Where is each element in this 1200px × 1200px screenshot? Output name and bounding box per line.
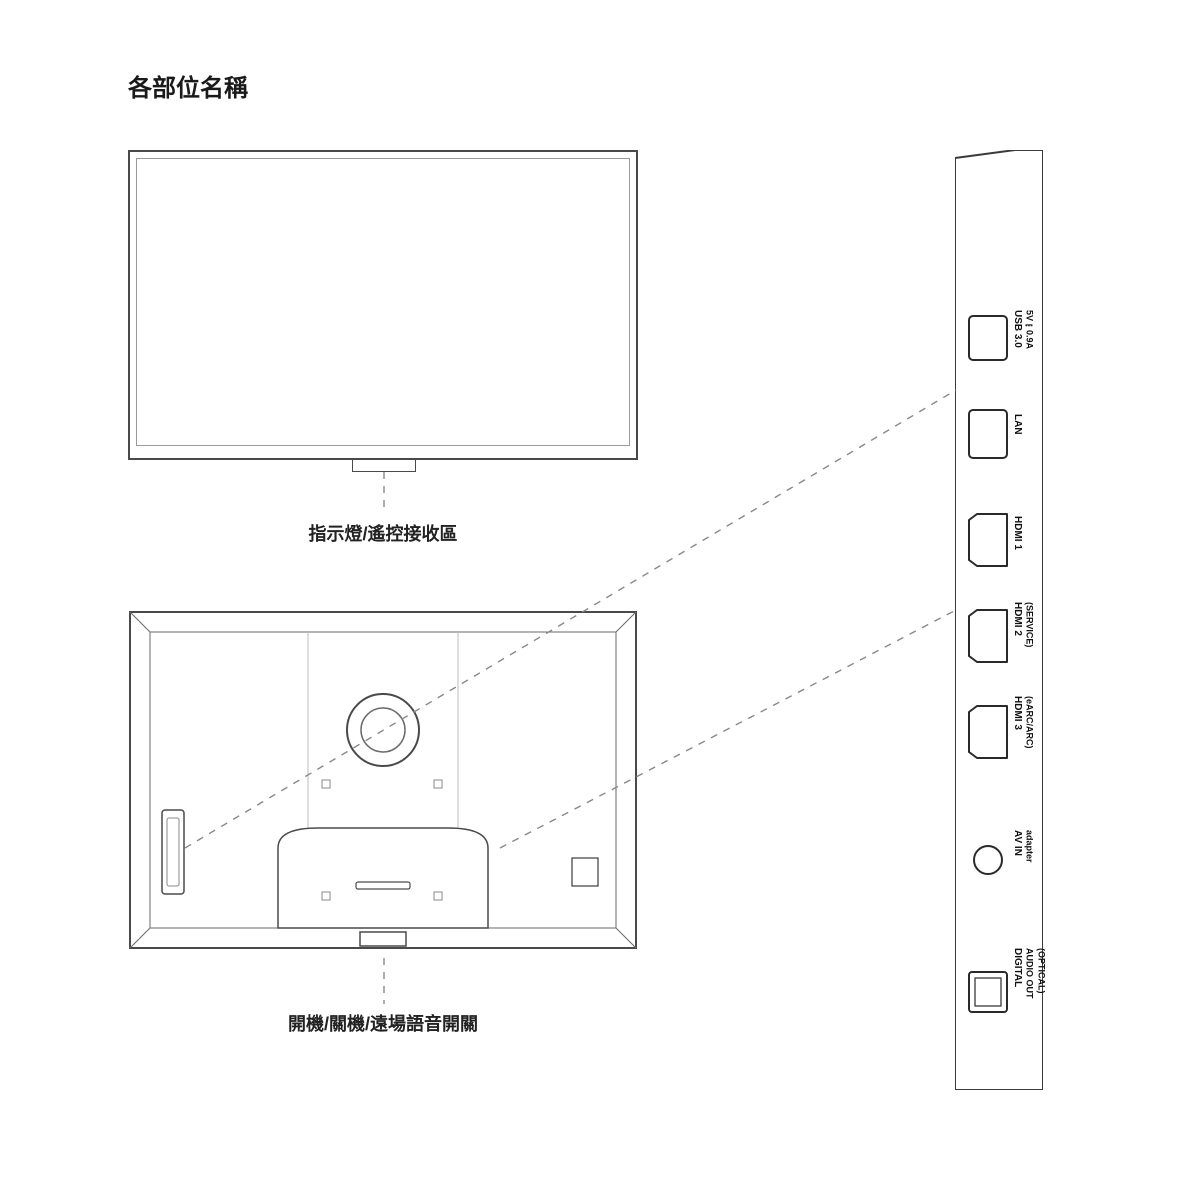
port-label-hdmi1: HDMI 1 <box>1012 516 1023 550</box>
tv-front-foot <box>352 458 416 472</box>
tv-front-view <box>128 150 638 460</box>
port-label-hdmi2: HDMI 2(SERVICE) <box>1012 602 1023 636</box>
side-port-panel: USB 3.05V⎓0.9A LAN HDMI 1 HDMI 2(SERVICE) HD… <box>955 150 1043 1090</box>
port-label-usb: USB 3.05V⎓0.9A <box>1012 310 1023 348</box>
page-title: 各部位名稱 <box>128 68 248 103</box>
port-label-optical: DIGITALAUDIO OUT(OPTICAL) <box>1012 948 1023 987</box>
tv-back-view <box>128 610 638 950</box>
tv-front-label: 指示燈/遙控接收區 <box>128 520 638 546</box>
port-label-hdmi3: HDMI 3(eARC/ARC) <box>1012 696 1023 730</box>
tv-front-screen <box>136 158 630 446</box>
port-label-avin: AV INadapter <box>1012 830 1023 856</box>
tv-back-label: 開機/關機/遠場語音開關 <box>128 1010 638 1036</box>
port-label-lan: LAN <box>1012 414 1023 435</box>
